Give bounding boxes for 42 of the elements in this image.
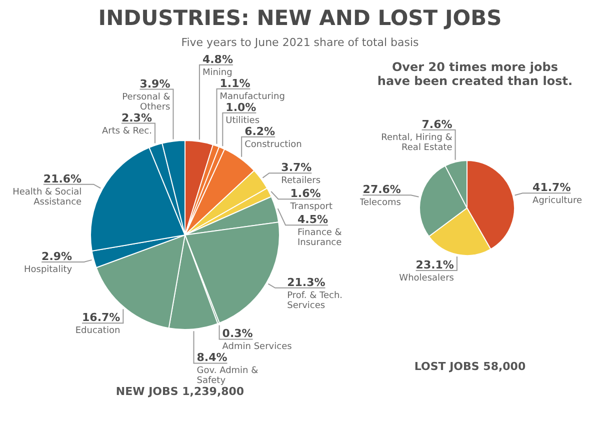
data-label: 7.6% [422,118,452,131]
slice-label: Gov. Admin & Safety [196,366,258,386]
slice-label: Utilities [226,116,260,126]
slice-label: Mining [202,68,232,78]
slice-label: Retailers [281,176,321,186]
slice-label: Admin Services [222,342,292,352]
data-label: 4.5% [298,213,328,226]
data-label: 21.6% [43,172,82,186]
slice-label: Prof. & Tech. Services [287,290,343,311]
data-label: 4.8% [202,52,233,66]
slice-label: Transport [289,202,333,212]
slice-label: Rental, Hiring & Real Estate [381,132,453,153]
data-label: 1.6% [290,187,321,200]
text: Over 20 times more jobs have been created than lost. [376,60,574,88]
slice-label: Education [75,326,120,336]
data-label: 16.7% [82,311,120,324]
text: NEW JOBS 1,239,800 [114,385,246,398]
data-label: 2.9% [42,250,72,264]
data-label: 27.6% [362,183,401,196]
data-label: 8.4% [196,351,228,364]
chart-title: INDUSTRIES: NEW AND LOST JOBS [97,6,503,30]
slice-label: Arts & Rec. [102,126,152,136]
chart-subtitle: Five years to June 2021 share of total basis [180,36,420,49]
slice-label: Manufacturing [220,92,285,102]
data-label: 0.3% [222,327,253,340]
data-label: 23.1% [416,258,454,272]
data-label: 41.7% [532,181,571,194]
data-label: 1.0% [226,100,256,114]
data-label: 3.9% [140,77,170,90]
slice-label: Finance & Insurance [298,228,342,248]
data-label: 3.7% [281,161,312,174]
slice-label: Wholesalers [399,273,454,284]
slice-label: Construction [244,140,302,150]
data-label: 21.3% [287,276,326,289]
data-label: 2.3% [121,111,152,124]
text: LOST JOBS 58,000 [413,360,527,373]
slice-label: Hospitality [24,265,73,276]
slice-label: Personal & Others [122,92,171,112]
slice-label: Agriculture [532,196,583,206]
data-label: 1.1% [220,76,250,90]
slice-label: Health & Social Assistance [12,187,82,208]
data-label: 6.2% [244,124,276,138]
